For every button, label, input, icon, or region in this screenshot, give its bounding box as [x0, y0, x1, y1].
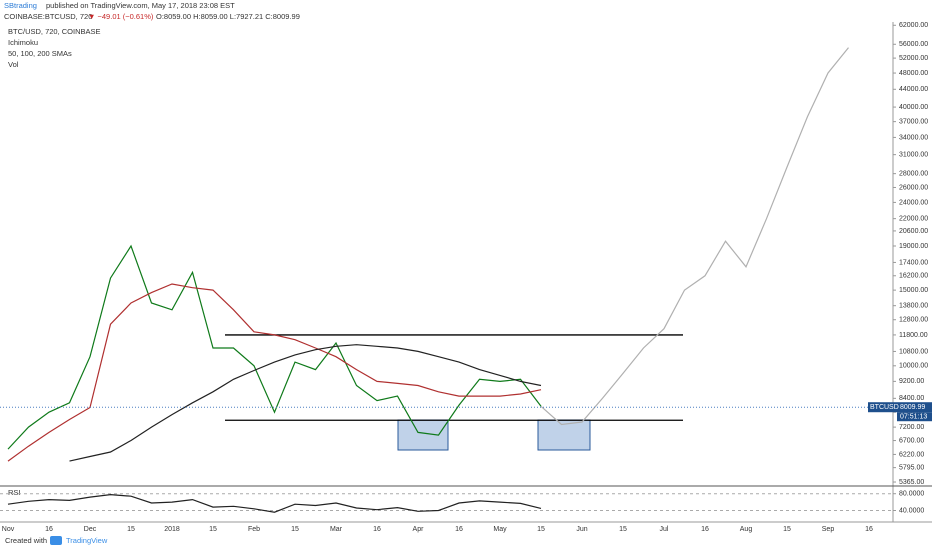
x-tick-label: Aug — [740, 526, 753, 533]
y-tick-label: 19000.00 — [899, 243, 928, 250]
y-tick-label: 34000.00 — [899, 134, 928, 141]
y-tick-label: 12800.00 — [899, 317, 928, 324]
logo — [50, 536, 62, 545]
footer-brand[interactable]: TradingView — [66, 536, 108, 545]
legend-item: BTC/USD, 720, COINBASE — [8, 27, 101, 36]
y-tick-label: 9200.00 — [899, 378, 924, 385]
footer-text: Created with — [5, 536, 47, 545]
ohlc: O:8059.00 H:8059.00 L:7927.21 C:8009.99 — [156, 12, 300, 21]
countdown: 07:51:13 — [900, 414, 927, 421]
x-tick-label: 16 — [701, 526, 709, 533]
x-tick-label: 15 — [209, 526, 217, 533]
legend-item: Ichimoku — [8, 38, 38, 47]
y-tick-label: 8400.00 — [899, 395, 924, 402]
y-tick-label: 80.0000 — [899, 491, 924, 498]
price-tag-value: 8009.99 — [900, 404, 925, 411]
y-tick-label: 6700.00 — [899, 437, 924, 444]
price-tag-bg — [868, 402, 932, 413]
series-line — [7, 244, 542, 450]
y-tick-label: 20600.00 — [899, 228, 928, 235]
x-tick-label: 15 — [783, 526, 791, 533]
y-tick-label: 26000.00 — [899, 184, 928, 191]
y-tick-label: 16200.00 — [899, 273, 928, 280]
y-tick-label: 10800.00 — [899, 348, 928, 355]
x-tick-label: Feb — [248, 526, 260, 533]
y-tick-label: 7200.00 — [899, 424, 924, 431]
y-tick-label: 31000.00 — [899, 151, 928, 158]
y-tick-label: 6220.00 — [899, 451, 924, 458]
x-tick-label: 16 — [865, 526, 873, 533]
x-tick-label: 16 — [373, 526, 381, 533]
series-line — [7, 493, 542, 513]
series-line — [69, 344, 542, 462]
x-tick-label: 2018 — [164, 526, 180, 533]
y-tick-label: 37000.00 — [899, 118, 928, 125]
x-tick-label: Mar — [330, 526, 343, 533]
author[interactable]: SBtrading — [4, 1, 37, 10]
series-line — [540, 47, 849, 426]
y-tick-label: 10000.00 — [899, 363, 928, 370]
y-tick-label: 52000.00 — [899, 55, 928, 62]
change: ▼ −49.01 (−0.61%) — [88, 12, 154, 21]
y-tick-label: 13800.00 — [899, 303, 928, 310]
y-tick-label: 62000.00 — [899, 22, 928, 29]
y-tick-label: 5365.00 — [899, 479, 924, 486]
x-tick-label: 15 — [127, 526, 135, 533]
y-tick-label: 24000.00 — [899, 199, 928, 206]
x-tick-label: Apr — [413, 526, 425, 533]
y-tick-label: 40.0000 — [899, 507, 924, 514]
y-tick-label: 40000.00 — [899, 104, 928, 111]
x-tick-label: 15 — [619, 526, 627, 533]
y-tick-label: 22000.00 — [899, 215, 928, 222]
highlight-box — [397, 419, 449, 451]
highlight-box — [537, 419, 591, 451]
x-tick-label: 15 — [537, 526, 545, 533]
series-line — [7, 283, 542, 462]
y-tick-label: 56000.00 — [899, 41, 928, 48]
y-tick-label: 44000.00 — [899, 86, 928, 93]
x-tick-label: Dec — [84, 526, 97, 533]
y-tick-label: 48000.00 — [899, 70, 928, 77]
x-tick-label: May — [493, 526, 507, 533]
x-tick-label: Jul — [660, 526, 669, 533]
y-tick-label: 17400.00 — [899, 259, 928, 266]
symbol: COINBASE:BTCUSD, 720 — [4, 12, 92, 21]
x-tick-label: 16 — [455, 526, 463, 533]
published: published on TradingView.com, May 17, 20… — [46, 1, 235, 10]
x-tick-label: 16 — [45, 526, 53, 533]
price-tag-symbol: BTCUSD — [870, 404, 899, 411]
x-tick-label: Nov — [2, 526, 15, 533]
y-tick-label: 15000.00 — [899, 287, 928, 294]
x-tick-label: Sep — [822, 526, 835, 533]
x-tick-label: Jun — [576, 526, 587, 533]
y-tick-label: 5795.00 — [899, 464, 924, 471]
countdown-bg — [897, 412, 932, 422]
legend-item: 50, 100, 200 SMAs — [8, 49, 72, 58]
rsi-title: RSI — [8, 488, 21, 497]
y-tick-label: 11800.00 — [899, 332, 928, 339]
y-tick-label: 28000.00 — [899, 170, 928, 177]
legend-item: Vol — [8, 60, 19, 69]
x-tick-label: 15 — [291, 526, 299, 533]
